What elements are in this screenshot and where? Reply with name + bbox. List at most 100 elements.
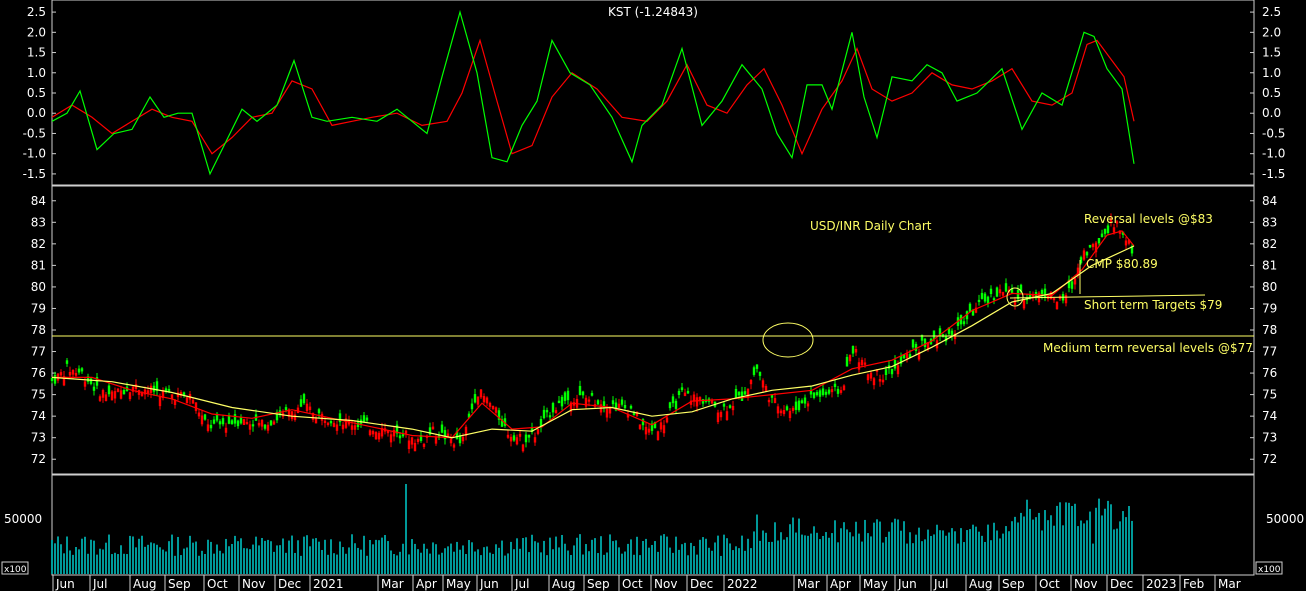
candle-body bbox=[554, 410, 558, 414]
volume-bar bbox=[603, 554, 605, 574]
candle-body bbox=[545, 410, 549, 413]
volume-bar bbox=[78, 549, 80, 574]
volume-bar bbox=[390, 550, 392, 574]
volume-bar bbox=[1074, 503, 1076, 574]
price-right-tick-11: 73 bbox=[1262, 431, 1277, 445]
x-tick-label-8: Mar bbox=[381, 577, 404, 591]
candle-body bbox=[770, 394, 774, 398]
candle-body bbox=[902, 354, 906, 359]
candle-body bbox=[863, 362, 867, 365]
candle-body bbox=[560, 396, 564, 407]
candle-body bbox=[899, 355, 903, 364]
volume-bar bbox=[1005, 526, 1007, 574]
candle-body bbox=[632, 412, 636, 415]
candle-body bbox=[551, 402, 555, 413]
volume-bar bbox=[711, 550, 713, 574]
kst-left-tick-8: -1.5 bbox=[23, 167, 46, 181]
volume-bar bbox=[750, 548, 752, 574]
candle-body bbox=[833, 383, 837, 388]
kst-left-tick-2: 1.5 bbox=[27, 46, 46, 60]
volume-bar bbox=[891, 522, 893, 574]
candle-body bbox=[263, 424, 267, 429]
candle-body bbox=[737, 391, 741, 396]
kst-left-tick-6: -0.5 bbox=[23, 126, 46, 140]
candle-body bbox=[785, 406, 789, 411]
volume-bar bbox=[876, 519, 878, 574]
candle-body bbox=[185, 397, 189, 404]
candle-body bbox=[257, 422, 261, 426]
volume-bar bbox=[348, 547, 350, 574]
candle-body bbox=[158, 396, 162, 407]
volume-bar bbox=[210, 541, 212, 574]
kst-axis-left: 2.5 2.0 1.5 1.0 0.5 0.0 -0.5 -1.0 -1.5 bbox=[23, 5, 56, 181]
candle-body bbox=[221, 418, 225, 425]
volume-bar bbox=[276, 545, 278, 574]
volume-bar bbox=[609, 534, 611, 574]
volume-bar bbox=[897, 519, 899, 574]
volume-bar bbox=[741, 535, 743, 574]
price-left-tick-7: 77 bbox=[31, 345, 46, 359]
candle-body bbox=[434, 437, 438, 444]
volume-bar bbox=[1014, 516, 1016, 574]
candle-body bbox=[851, 345, 855, 354]
candle-body bbox=[1043, 288, 1047, 299]
candle-body bbox=[515, 437, 519, 445]
candle-body bbox=[842, 385, 846, 391]
candle-body bbox=[680, 387, 684, 391]
volume-bar bbox=[309, 546, 311, 574]
candle-body bbox=[380, 427, 384, 437]
x-tick-label-15: Oct bbox=[622, 577, 643, 591]
candle-body bbox=[329, 420, 333, 424]
short-term-target-line bbox=[1009, 294, 1206, 299]
candle-body bbox=[806, 403, 810, 407]
candle-body bbox=[1055, 301, 1059, 310]
candle-body bbox=[338, 413, 342, 423]
volume-bar bbox=[477, 549, 479, 574]
x-tick-label-25: Sep bbox=[1002, 577, 1025, 591]
volume-bar bbox=[327, 554, 329, 574]
volume-bar bbox=[219, 550, 221, 574]
price-left-tick-10: 74 bbox=[31, 409, 46, 423]
candle-body bbox=[416, 438, 420, 443]
candle-body bbox=[1082, 250, 1086, 260]
candle-body bbox=[131, 386, 135, 392]
volume-bar bbox=[132, 536, 134, 574]
candle-body bbox=[176, 392, 180, 398]
volume-bar bbox=[543, 540, 545, 574]
candle-body bbox=[68, 371, 72, 376]
volume-bar bbox=[915, 534, 917, 574]
volume-bar bbox=[312, 538, 314, 574]
candle-body bbox=[1064, 294, 1068, 304]
volume-bar bbox=[636, 536, 638, 574]
price-right-tick-1: 83 bbox=[1262, 215, 1277, 229]
volume-bar bbox=[1083, 523, 1085, 574]
volume-bar bbox=[435, 544, 437, 574]
volume-bar bbox=[165, 551, 167, 574]
candle-body bbox=[683, 392, 687, 397]
volume-bar bbox=[576, 537, 578, 574]
volume-bar bbox=[933, 534, 935, 574]
candle-body bbox=[197, 412, 201, 417]
volume-bar bbox=[729, 543, 731, 574]
candle-body bbox=[341, 424, 345, 430]
candle-body bbox=[170, 394, 174, 399]
volume-bar bbox=[213, 553, 215, 574]
candle-body bbox=[749, 380, 753, 385]
candle-body bbox=[128, 392, 132, 400]
candle-body bbox=[758, 371, 762, 376]
candle-body bbox=[479, 389, 483, 398]
volume-bar bbox=[792, 517, 794, 574]
volume-bar bbox=[735, 546, 737, 574]
volume-bar bbox=[258, 545, 260, 574]
volume-bar bbox=[1017, 522, 1019, 574]
volume-bar bbox=[930, 535, 932, 574]
candle-body bbox=[647, 428, 651, 433]
volume-bar bbox=[531, 534, 533, 574]
volume-bar bbox=[171, 534, 173, 574]
price-right-tick-4: 80 bbox=[1262, 280, 1277, 294]
x-tick-label-6: Dec bbox=[278, 577, 301, 591]
volume-bar bbox=[1068, 502, 1070, 574]
candle-body bbox=[677, 390, 681, 395]
candle-body bbox=[473, 394, 477, 403]
